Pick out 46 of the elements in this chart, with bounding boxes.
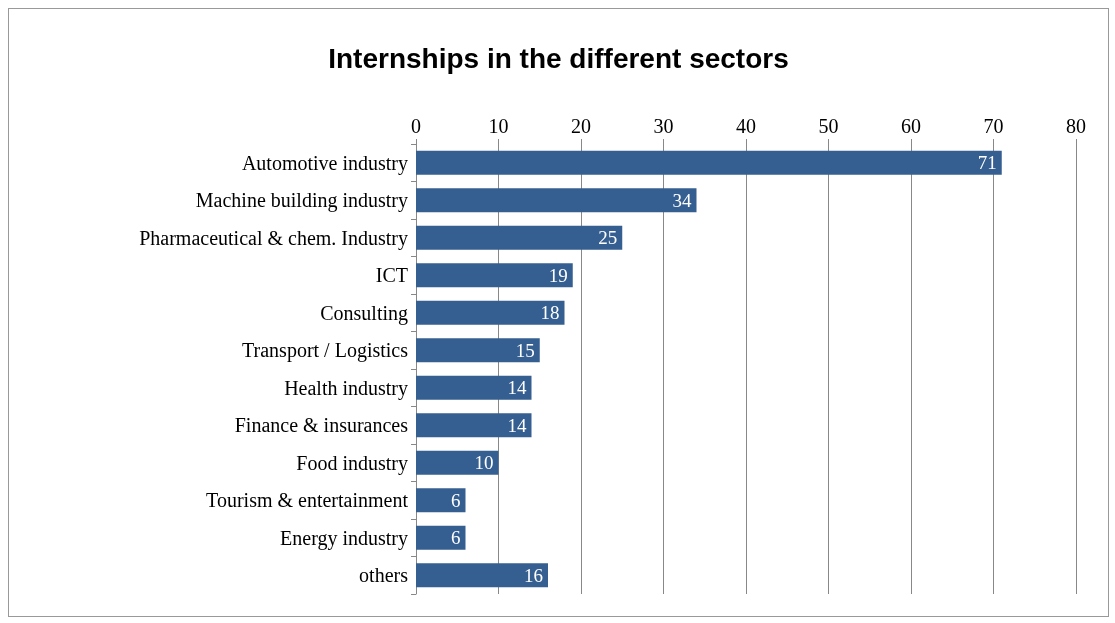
y-tick-label: Tourism & entertainment	[206, 489, 409, 512]
bar	[416, 525, 466, 550]
data-label: 14	[507, 414, 527, 436]
data-label: 25	[598, 227, 618, 249]
y-tick-label: ICT	[375, 264, 408, 287]
bar	[416, 563, 548, 588]
bar	[416, 413, 532, 438]
chart-title: Internships in the different sectors	[328, 42, 789, 74]
data-label: 6	[451, 489, 461, 511]
y-tick-label: Pharmaceutical & chem. Industry	[139, 226, 408, 250]
bar	[416, 188, 697, 213]
y-tick-label: Machine building industry	[195, 189, 408, 213]
y-tick-label: Transport / Logistics	[242, 339, 409, 363]
y-tick-label: others	[359, 564, 409, 587]
x-tick-label: 0	[411, 115, 421, 137]
data-label: 19	[548, 264, 568, 286]
bar	[416, 488, 466, 513]
data-label: 34	[672, 189, 692, 211]
x-tick-label: 20	[571, 115, 591, 137]
x-tick-label: 50	[818, 115, 839, 137]
y-tick-label: Food industry	[296, 451, 408, 475]
data-label: 16	[524, 564, 543, 586]
data-label: 6	[451, 527, 461, 549]
y-tick-label: Consulting	[320, 301, 408, 325]
bar	[416, 300, 565, 325]
y-tick-label: Energy industry	[280, 526, 408, 550]
y-tick-label: Automotive industry	[241, 151, 408, 175]
x-tick-label: 10	[488, 115, 509, 137]
data-label: 10	[474, 452, 494, 474]
data-label: 15	[515, 339, 535, 361]
bar	[416, 450, 499, 475]
bar	[416, 375, 532, 400]
bar	[416, 263, 573, 288]
data-label: 71	[977, 152, 997, 174]
data-label: 14	[507, 377, 527, 399]
x-tick-label: 80	[1066, 115, 1086, 137]
bar	[416, 338, 540, 363]
x-tick-label: 60	[901, 115, 921, 137]
bar	[416, 225, 623, 250]
bar	[416, 150, 1002, 175]
x-tick-label: 40	[736, 115, 756, 137]
x-tick-label: 70	[983, 115, 1004, 137]
x-tick-label: 30	[653, 115, 674, 137]
y-tick-label: Finance & insurances	[234, 414, 409, 437]
data-label: 18	[540, 302, 560, 324]
y-tick-label: Health industry	[284, 376, 408, 400]
